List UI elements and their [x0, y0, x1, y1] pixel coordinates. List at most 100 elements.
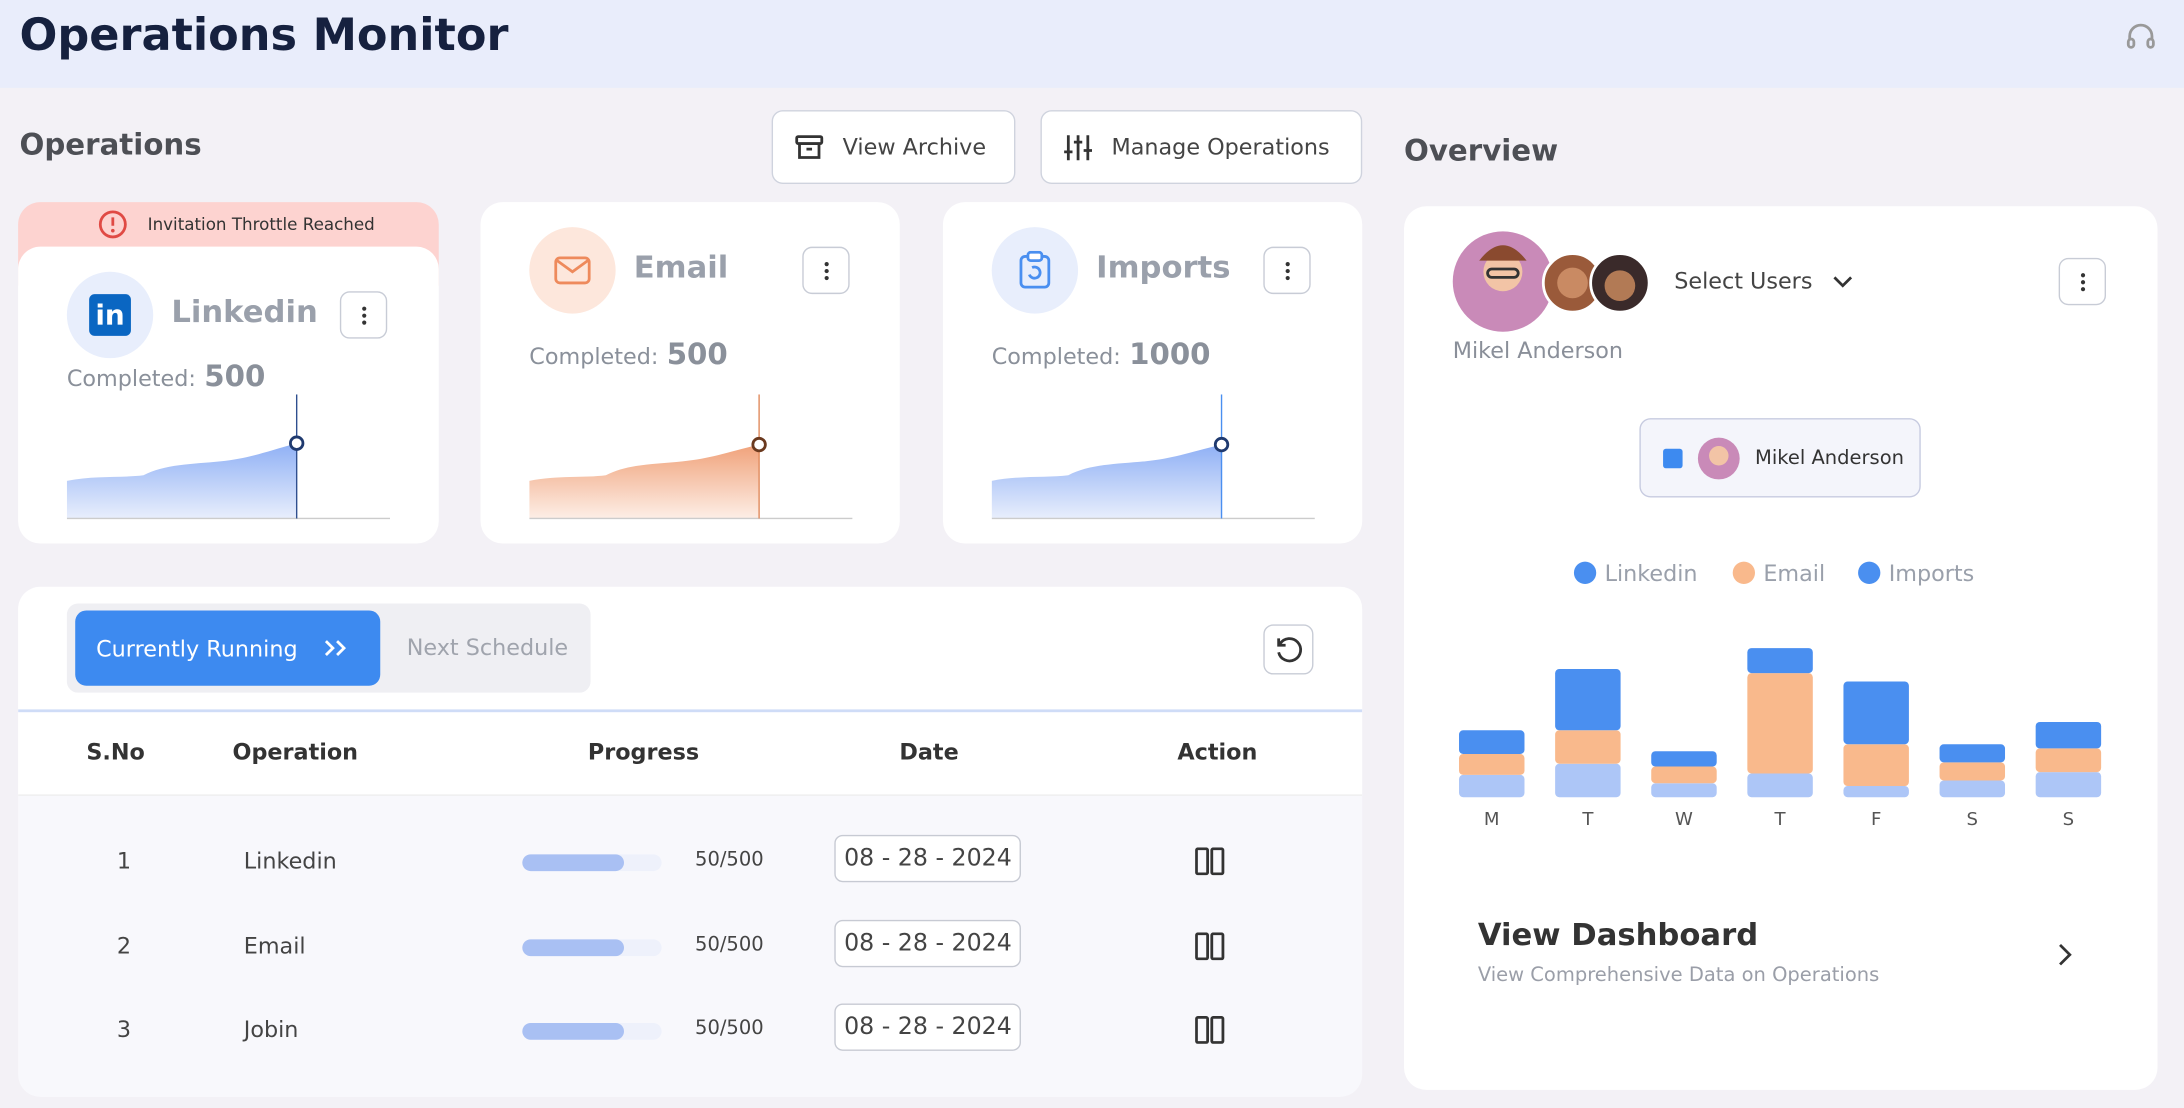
bar-segment	[1843, 744, 1909, 787]
legend-label: Imports	[1889, 561, 1975, 587]
row-number: 1	[116, 847, 132, 874]
column-header: Progress	[587, 738, 700, 766]
card-menu[interactable]	[339, 291, 388, 339]
bar-segment	[1651, 783, 1717, 798]
active-tab[interactable]: Currently Running	[75, 610, 381, 686]
bar-segment	[1651, 751, 1717, 767]
refresh-button[interactable]	[1263, 624, 1314, 675]
bar-segment	[1747, 648, 1813, 674]
legend-swatch	[1858, 561, 1881, 584]
completed: Completed: 500	[529, 337, 727, 370]
button-label: Manage Operations	[1111, 133, 1330, 161]
imports-icon	[991, 227, 1079, 314]
pause-button[interactable]	[1195, 931, 1226, 965]
row-number: 3	[116, 1016, 132, 1043]
bar-segment	[2035, 748, 2102, 773]
pause-button[interactable]	[1195, 1016, 1226, 1049]
bar-segment	[1555, 668, 1621, 731]
user-chip[interactable]: Mikel Anderson	[1639, 418, 1921, 498]
completed-count: 500	[204, 359, 266, 394]
header-bar	[0, 0, 2184, 88]
bar-segment	[1459, 774, 1525, 798]
progress-track	[522, 938, 662, 956]
email-icon	[529, 227, 616, 314]
x-tick-label: F	[1871, 809, 1881, 830]
bar-segment	[1939, 744, 2006, 763]
section-title: Overview	[1404, 133, 1559, 168]
card-menu[interactable]	[1263, 246, 1311, 295]
tab[interactable]: Next Schedule	[406, 634, 569, 661]
stacked-bar-chart: Linkedin Email Imports M T W T F S S	[1459, 561, 2102, 830]
x-tick-label: S	[1967, 809, 1978, 830]
bar-segment	[1747, 673, 1813, 774]
row-operation: Linkedin	[243, 847, 337, 874]
x-tick-label: W	[1675, 809, 1693, 830]
bar-segment	[2035, 721, 2102, 749]
row-operation: Email	[243, 931, 306, 959]
progress-track	[522, 1022, 662, 1040]
x-tick-label: T	[1774, 809, 1787, 830]
card-name: Email	[633, 250, 729, 286]
x-tick-label: S	[2063, 809, 2074, 830]
sliders-icon	[1064, 134, 1093, 160]
completed: Completed: 1000	[992, 337, 1211, 370]
linkedin-icon: in	[66, 271, 154, 359]
chip-label: Mikel Anderson	[1755, 446, 1904, 469]
row-progress: 50/500	[695, 848, 764, 872]
support-icon[interactable]	[2124, 20, 2157, 53]
bar-segment	[1843, 786, 1909, 798]
chevron[interactable]	[2056, 942, 2076, 967]
bar-segment	[1459, 753, 1525, 775]
row-number: 2	[116, 931, 132, 959]
completed-label: Completed:	[529, 342, 659, 370]
sparkline	[991, 394, 1315, 520]
user-name: Mikel Anderson	[1452, 337, 1624, 364]
row-date: 08 - 28 - 2024	[834, 1003, 1022, 1051]
dashboard-title[interactable]: View Dashboard	[1477, 918, 1759, 954]
manage-operations-button[interactable]: Manage Operations	[1040, 110, 1363, 184]
card-name: Linkedin	[171, 295, 318, 331]
legend-label: Linkedin	[1605, 561, 1698, 587]
row-progress: 50/500	[695, 933, 764, 956]
sparkline	[66, 394, 391, 520]
bar-segment	[1747, 773, 1813, 798]
bar-segment	[1555, 763, 1621, 798]
view-archive-button[interactable]: View Archive	[771, 110, 1016, 184]
completed: Completed: 500	[67, 360, 265, 393]
bar-segment	[1651, 766, 1717, 784]
completed-label: Completed:	[66, 365, 196, 392]
bar-segment	[1939, 780, 2006, 798]
card-menu[interactable]	[802, 246, 850, 295]
archive-icon	[795, 134, 824, 159]
card-name: Imports	[1096, 250, 1231, 286]
dashboard-subtitle: View Comprehensive Data on Operations	[1477, 964, 1880, 987]
completed-count: 500	[666, 337, 728, 371]
tab-label: Currently Running	[96, 634, 298, 662]
sparkline	[529, 394, 853, 520]
legend-label: Email	[1763, 561, 1825, 587]
page-title: Operations Monitor	[19, 8, 509, 62]
avatar-group	[1452, 231, 1651, 332]
legend-swatch	[1732, 561, 1756, 584]
row-operation: Jobin	[243, 1016, 299, 1043]
x-tick-label: T	[1581, 809, 1594, 830]
overview-panel	[1404, 206, 2158, 1090]
bar-segment	[1555, 730, 1621, 764]
table-panel	[18, 586, 1363, 1097]
column-header: Date	[899, 738, 959, 766]
select-label: Select Users	[1674, 267, 1813, 295]
alert-text: Invitation Throttle Reached	[147, 214, 375, 235]
column-header: Operation	[232, 738, 359, 766]
progress-track	[522, 854, 662, 872]
overview-menu[interactable]	[2058, 257, 2107, 306]
select-users[interactable]: Select Users	[1674, 268, 1854, 294]
column-header: Action	[1177, 738, 1258, 766]
row-date: 08 - 28 - 2024	[834, 834, 1022, 883]
completed-label: Completed:	[991, 342, 1121, 370]
pause-button[interactable]	[1195, 847, 1226, 880]
legend-swatch	[1573, 561, 1597, 584]
bar-segment	[1459, 730, 1525, 754]
